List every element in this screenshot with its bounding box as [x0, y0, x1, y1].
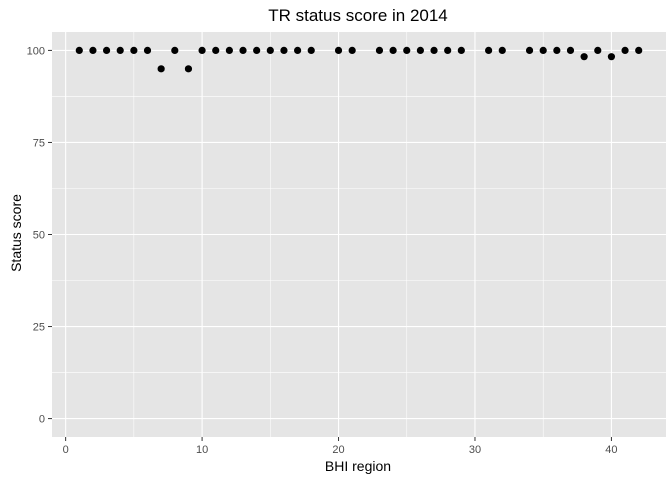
data-point: [539, 46, 547, 55]
data-point: [498, 46, 506, 55]
data-point: [198, 46, 206, 55]
data-point: [212, 46, 220, 55]
data-point: [580, 53, 588, 61]
data-points: [75, 46, 643, 73]
data-point: [635, 46, 643, 55]
x-tick-label: 20: [332, 444, 344, 456]
data-point: [184, 65, 193, 73]
y-tick-label: 75: [33, 137, 45, 149]
y-axis-title: Status score: [8, 194, 24, 272]
y-tick-label: 100: [27, 45, 45, 57]
data-point: [225, 46, 233, 55]
data-point: [403, 46, 411, 55]
data-point: [294, 46, 302, 55]
data-point: [594, 46, 602, 55]
x-tick-label: 0: [63, 444, 69, 456]
data-point: [457, 46, 465, 55]
data-point: [253, 46, 261, 55]
data-point: [280, 46, 288, 55]
data-point: [239, 46, 247, 55]
y-tick-label: 50: [33, 230, 45, 242]
chart-title: TR status score in 2014: [268, 6, 448, 25]
x-tick-label: 10: [196, 444, 208, 456]
x-tick-label: 40: [605, 444, 617, 456]
data-point: [621, 46, 629, 55]
y-tick-label: 0: [39, 414, 45, 426]
data-point: [89, 46, 97, 55]
data-point: [75, 46, 83, 55]
y-tick-label: 25: [33, 322, 45, 334]
data-point: [130, 46, 138, 55]
data-point: [334, 46, 343, 55]
axis-ticks: 0 10 20 30 40 0 25 50 75 100: [27, 45, 618, 456]
grid-major: [52, 32, 666, 437]
data-point: [444, 46, 452, 55]
data-point: [266, 46, 274, 55]
data-point: [348, 46, 356, 55]
data-point: [157, 65, 165, 73]
x-axis-title: BHI region: [325, 458, 391, 474]
data-point: [485, 46, 493, 55]
data-point: [416, 46, 424, 55]
data-point: [171, 46, 179, 55]
data-point: [525, 46, 534, 55]
data-point: [566, 46, 575, 55]
data-point: [553, 46, 561, 55]
data-point: [607, 53, 616, 61]
data-point: [430, 46, 438, 55]
data-point: [102, 46, 111, 55]
data-point: [307, 46, 315, 55]
data-point: [375, 46, 384, 55]
x-tick-label: 30: [469, 444, 481, 456]
data-point: [116, 46, 124, 55]
data-point: [389, 46, 397, 55]
data-point: [143, 46, 152, 55]
